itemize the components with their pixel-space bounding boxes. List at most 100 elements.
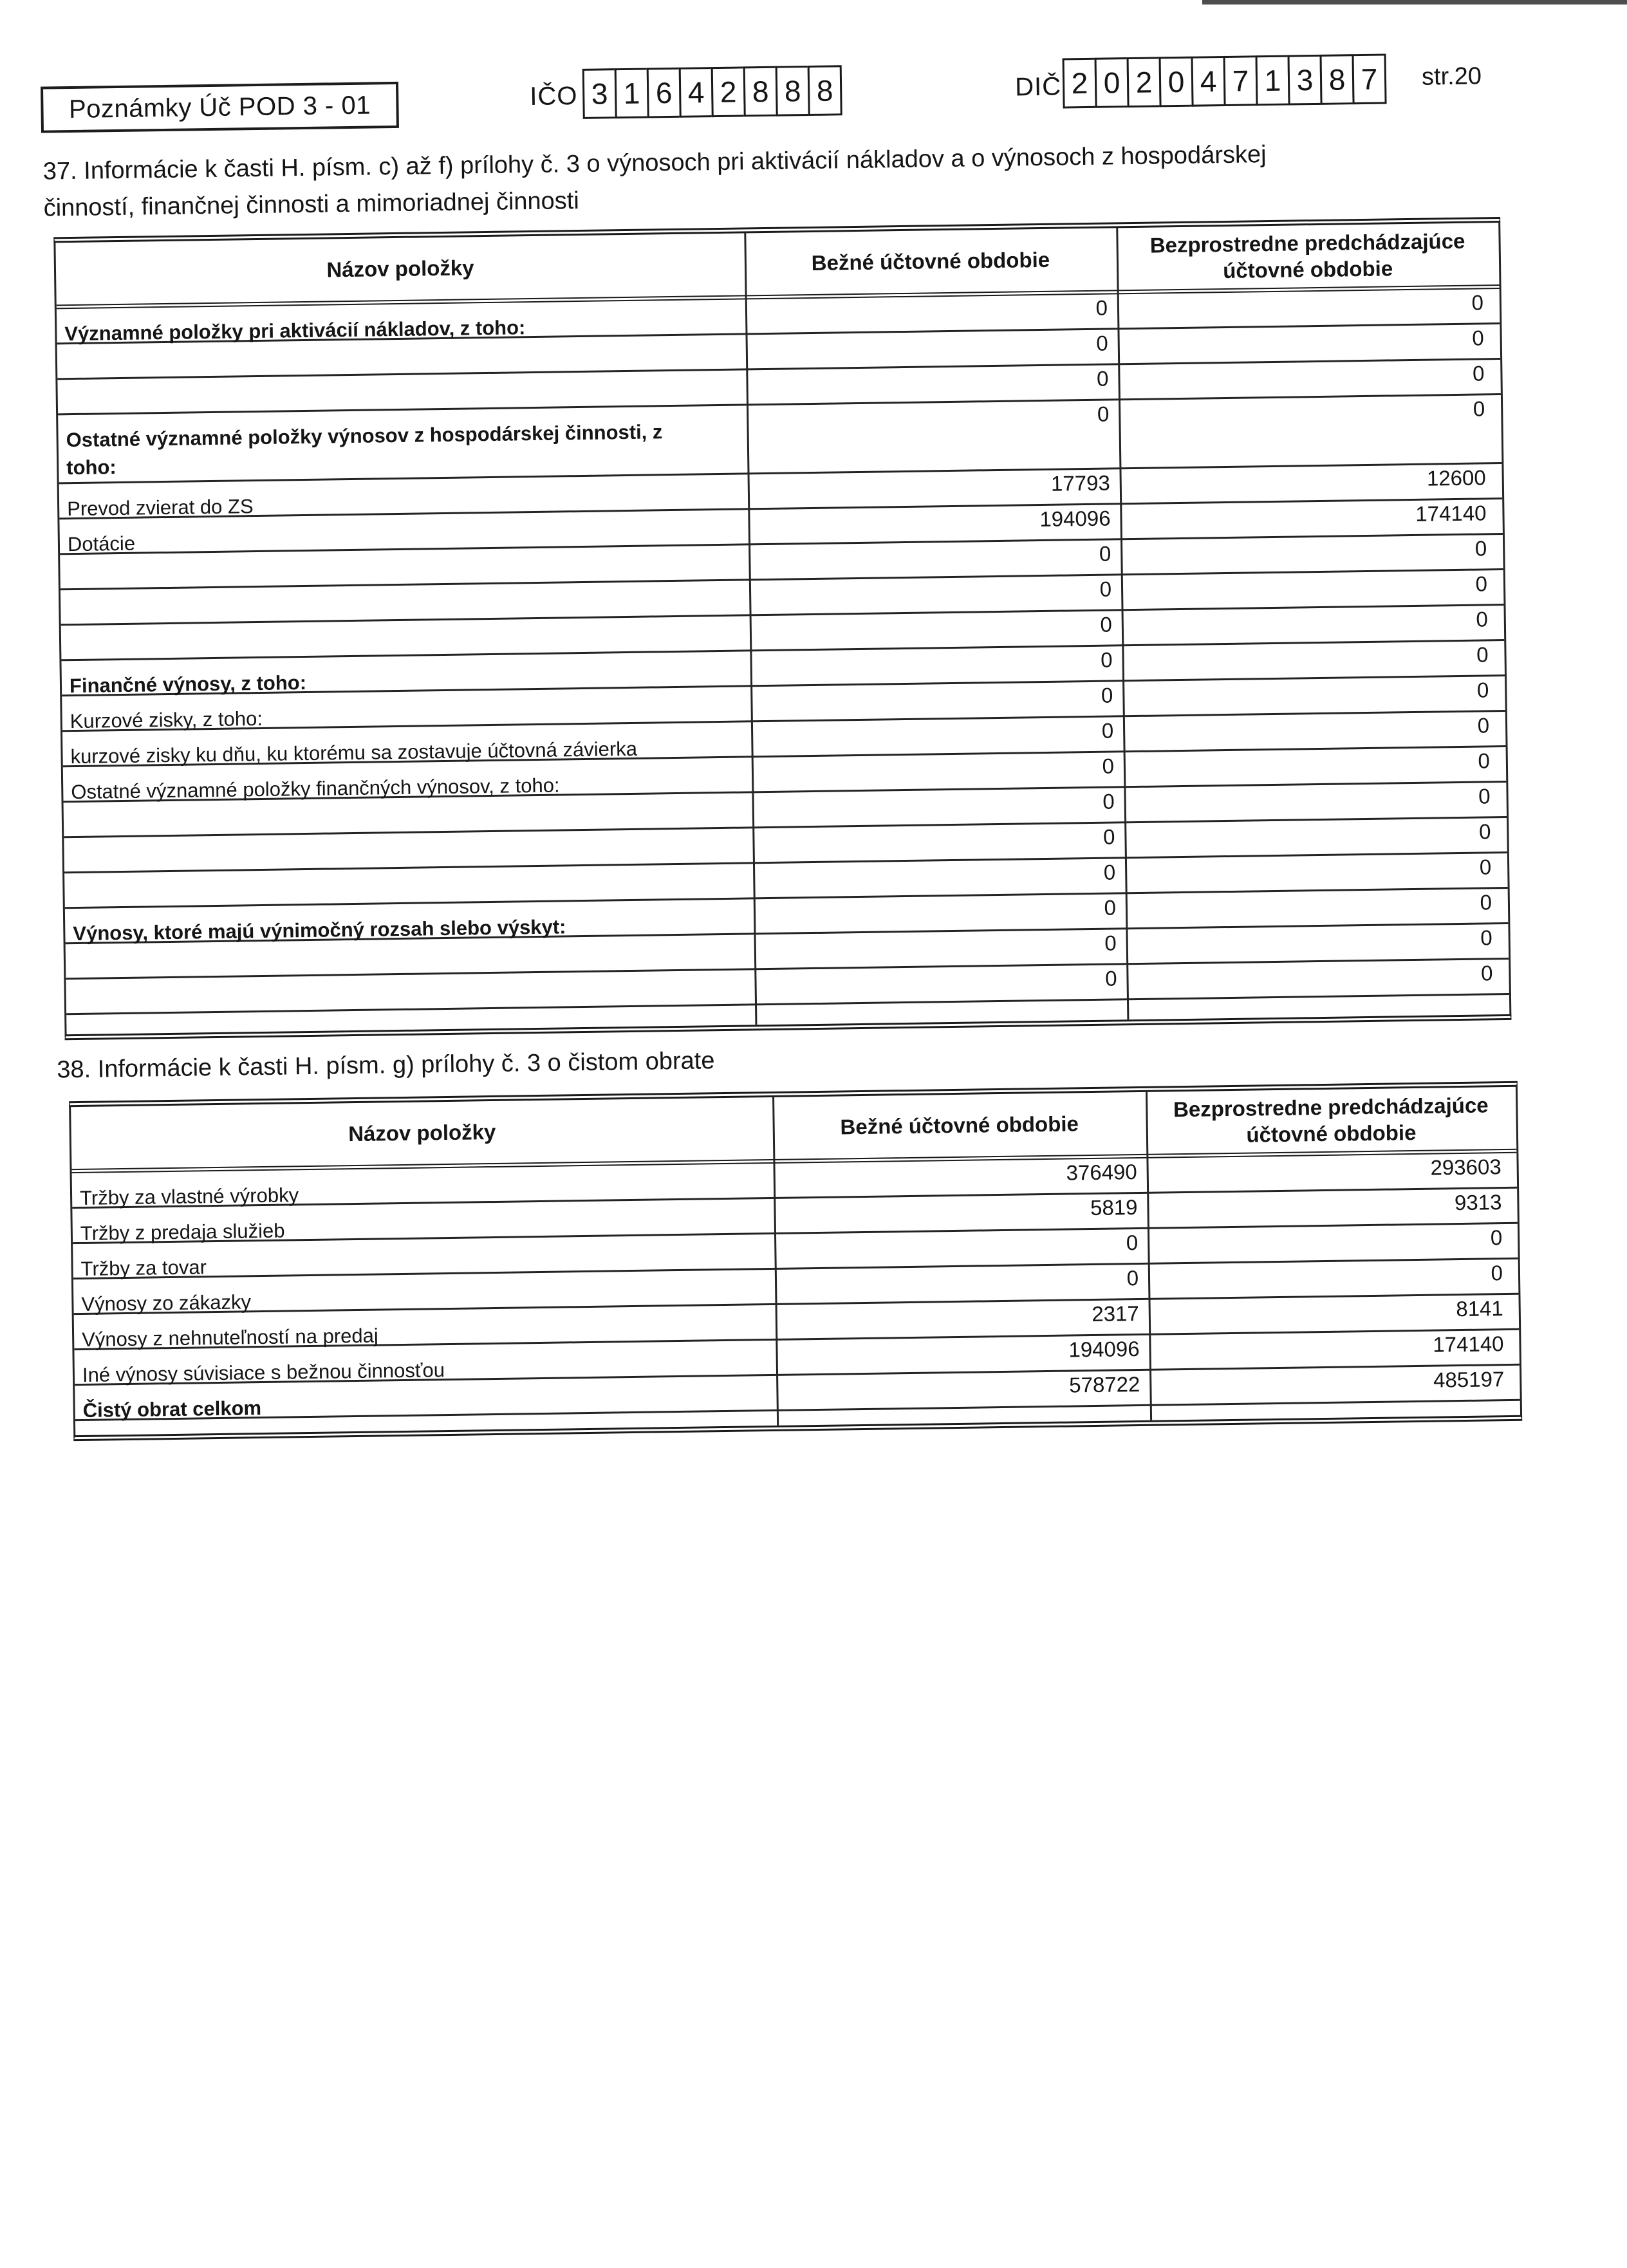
row-value-current: 0 [1097, 402, 1110, 426]
row-value-current: 194096 [1068, 1337, 1140, 1362]
row-value-current: 0 [1095, 295, 1108, 320]
dic-digit-cell: 8 [1319, 54, 1355, 105]
row-value-previous: 0 [1478, 748, 1491, 773]
ico-digit-cell: 3 [582, 68, 617, 119]
dic-digit-cell: 1 [1255, 55, 1290, 106]
column-header-current-period: Bežné účtovné obdobie [840, 1111, 1079, 1139]
row-value-current: 578722 [1068, 1372, 1140, 1397]
page-number: str.20 [1421, 62, 1482, 91]
dic-label: DIČ [1014, 72, 1062, 102]
ico-digit-cell: 4 [678, 67, 714, 118]
row-value-previous: 0 [1476, 678, 1489, 702]
ico-digit-cell: 8 [807, 65, 842, 116]
row-value-current: 0 [1099, 577, 1112, 601]
ico-digit-cell: 2 [711, 66, 746, 118]
row-value-current: 0 [1096, 366, 1109, 391]
dic-digit-cell: 7 [1223, 55, 1258, 106]
row-value-previous: 9313 [1454, 1190, 1502, 1215]
dic-digit-cell: 4 [1191, 55, 1226, 107]
row-label: Prevod zvierat do ZS [66, 495, 254, 521]
row-value-current: 194096 [1039, 506, 1111, 532]
row-value-previous: 174140 [1415, 501, 1487, 526]
row-value-current: 0 [1104, 931, 1117, 955]
row-value-previous: 0 [1479, 855, 1492, 879]
row-label: Výnosy z nehnuteľností na predaj [81, 1324, 378, 1351]
row-label: Tržby z predaja služieb [80, 1219, 285, 1245]
row-value-current: 0 [1126, 1266, 1139, 1290]
row-value-current: 376490 [1066, 1160, 1137, 1185]
row-value-previous: 0 [1480, 925, 1492, 950]
column-header-previous-period: Bezprostredne predchádzajúce účtovné obd… [1173, 1093, 1489, 1147]
row-value-current: 0 [1104, 966, 1117, 990]
ico-digit-cell: 1 [614, 68, 649, 119]
row-label: Ostatné významné položky výnosov z hospo… [66, 420, 663, 479]
row-value-current: 0 [1099, 541, 1111, 566]
ico-digit-cell: 6 [646, 67, 682, 118]
column-header-name: Názov položky [348, 1120, 496, 1146]
row-value-current: 17793 [1050, 470, 1111, 496]
column-header-current-period: Bežné účtovné obdobie [811, 248, 1050, 275]
scan-edge-artifact [1202, 0, 1627, 5]
row-value-current: 5819 [1090, 1195, 1138, 1220]
row-value-current: 0 [1102, 789, 1115, 813]
ico-digit-cell: 8 [775, 65, 810, 116]
row-value-previous: 0 [1478, 784, 1491, 808]
column-header-previous-period: Bezprostredne predchádzajúce účtovné obd… [1149, 228, 1465, 283]
dic-digit-cell: 2 [1126, 57, 1162, 108]
row-value-previous: 485197 [1433, 1367, 1505, 1392]
row-value-current: 0 [1100, 647, 1113, 672]
row-label: Dotácie [67, 532, 136, 556]
row-label: Iné výnosy súvisiace s bežnou činnosťou [82, 1359, 445, 1386]
row-value-previous: 0 [1478, 819, 1491, 844]
column-header-name: Názov položky [326, 256, 474, 282]
row-value-current: 0 [1102, 754, 1115, 778]
row-value-current: 0 [1101, 718, 1114, 743]
dic-digit-boxes: 2 0 2 0 4 7 1 3 8 7 [1062, 53, 1387, 109]
row-value-previous: 0 [1471, 290, 1484, 315]
row-value-previous: 0 [1474, 536, 1487, 561]
row-value-previous: 0 [1476, 642, 1489, 667]
row-label: Výnosy zo zákazky [81, 1290, 252, 1315]
row-value-previous: 174140 [1433, 1332, 1504, 1357]
row-value-previous: 0 [1477, 713, 1490, 738]
row-value-current: 0 [1103, 860, 1116, 884]
form-title-box: Poznámky Úč POD 3 - 01 [41, 81, 399, 133]
row-value-previous: 12600 [1426, 465, 1486, 490]
row-value-current: 0 [1104, 895, 1117, 920]
row-value-previous: 0 [1490, 1225, 1503, 1250]
row-value-current: 2317 [1092, 1301, 1140, 1326]
row-value-previous: 0 [1480, 890, 1492, 915]
section-38-title: 38. Informácie k časti H. písm. g) prílo… [57, 1047, 715, 1084]
row-value-current: 0 [1101, 683, 1113, 707]
dic-digit-cell: 2 [1062, 57, 1097, 109]
row-label: Finančné výnosy, z toho: [69, 671, 307, 698]
section-37-table: Názov položky Bežné účtovné obdobie Bezp… [53, 217, 1512, 1041]
section-37-title: 37. Informácie k časti H. písm. c) až f)… [42, 141, 1267, 222]
row-label: Kurzové zisky, z toho: [70, 707, 263, 733]
form-title: Poznámky Úč POD 3 - 01 [68, 91, 371, 124]
row-label: Tržby za tovar [80, 1256, 207, 1280]
ico-label: IČO [529, 82, 578, 111]
row-label: Čistý obrat celkom [82, 1397, 262, 1422]
row-value-previous: 293603 [1430, 1155, 1501, 1180]
row-value-previous: 0 [1476, 607, 1489, 631]
row-value-previous: 0 [1473, 396, 1485, 421]
row-value-current: 0 [1100, 612, 1113, 637]
section-38-table: Názov položky Bežné účtovné obdobie Bezp… [69, 1081, 1523, 1442]
row-value-current: 0 [1126, 1231, 1139, 1255]
row-value-previous: 0 [1472, 361, 1485, 386]
ico-digit-boxes: 3 1 6 4 2 8 8 8 [582, 65, 842, 119]
row-value-previous: 0 [1472, 326, 1484, 350]
dic-digit-cell: 0 [1158, 56, 1194, 107]
ico-digit-cell: 8 [743, 66, 778, 117]
dic-digit-cell: 7 [1352, 53, 1387, 105]
row-value-current: 0 [1102, 824, 1115, 849]
row-value-previous: 0 [1491, 1261, 1503, 1285]
row-value-previous: 0 [1475, 572, 1488, 596]
row-value-previous: 8141 [1456, 1296, 1503, 1321]
dic-digit-cell: 3 [1287, 54, 1323, 106]
row-value-current: 0 [1096, 331, 1108, 355]
row-label: Tržby za vlastné výrobky [79, 1184, 299, 1209]
dic-digit-cell: 0 [1094, 57, 1130, 108]
